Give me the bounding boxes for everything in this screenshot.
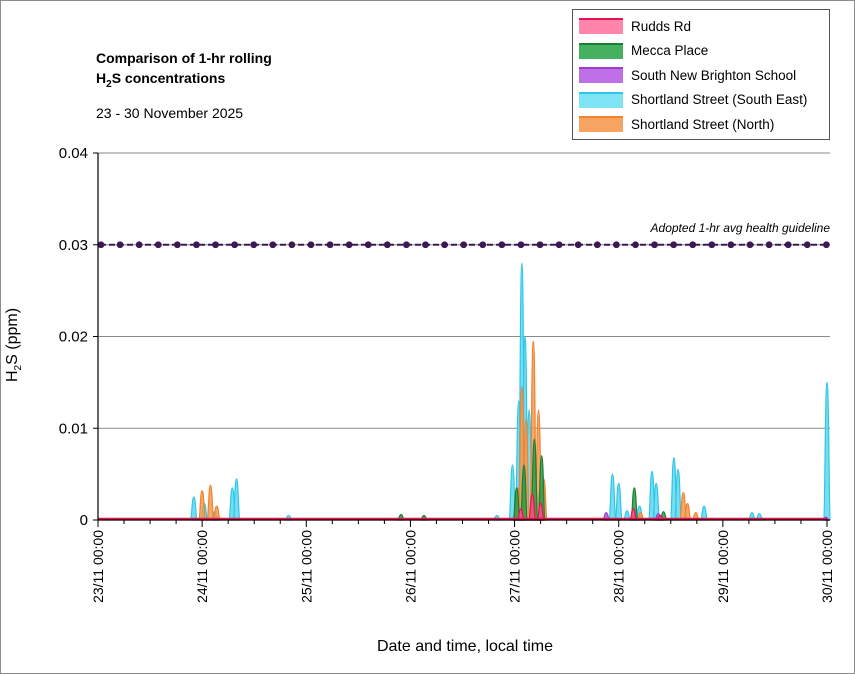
y-label-suffix: S (ppm)	[4, 307, 21, 365]
guideline-marker	[536, 241, 544, 249]
guideline-marker	[479, 241, 487, 249]
guideline-marker	[307, 241, 315, 249]
guideline-marker	[632, 241, 639, 249]
x-tick-label: 28/11 00:00	[611, 530, 627, 603]
guideline-marker	[670, 241, 678, 249]
legend-label: Rudds Rd	[631, 18, 692, 34]
legend-label: South New Brighton School	[631, 67, 797, 83]
y-label-sub: 2	[13, 364, 25, 371]
guideline-marker	[154, 241, 162, 249]
guideline-marker	[441, 241, 448, 249]
legend-item: Shortland Street (North)	[579, 114, 774, 134]
guideline-marker	[135, 241, 143, 249]
guideline-marker	[403, 241, 410, 249]
x-tick-label: 25/11 00:00	[298, 530, 314, 603]
legend-label: Shortland Street (North)	[631, 116, 775, 132]
title-sub: 2	[106, 78, 112, 90]
guideline-marker	[765, 241, 773, 249]
guideline-marker	[288, 241, 296, 249]
guideline-marker	[97, 241, 105, 249]
x-tick-label: 23/11 00:00	[90, 530, 106, 603]
legend: Rudds Rd Mecca Place South New Brighton Sc…	[572, 9, 830, 140]
y-tick-label: 0.01	[59, 420, 88, 437]
guideline-marker	[517, 241, 525, 249]
series-shortland-street-north-	[197, 340, 700, 521]
guideline-marker	[574, 241, 582, 249]
legend-item: South New Brighton School	[579, 65, 796, 85]
guideline-marker	[803, 241, 811, 249]
guideline-marker	[212, 241, 219, 249]
title-line-1: Comparison of 1-hr rolling	[96, 50, 272, 66]
title-h: H	[96, 70, 107, 86]
guideline-marker	[612, 241, 620, 249]
guideline-marker	[651, 241, 658, 249]
y-tick-label: 0	[80, 512, 88, 529]
series-shortland-street-south-east-	[189, 262, 832, 521]
series-areas	[98, 262, 832, 521]
guideline-marker	[173, 241, 181, 249]
y-axis-label: H2S (ppm)	[4, 272, 24, 382]
title-suffix: S concentrations	[111, 70, 226, 86]
area-peak	[206, 484, 215, 521]
guideline-marker	[250, 241, 258, 249]
legend-item: Rudds Rd	[579, 16, 691, 36]
guideline-marker	[746, 241, 754, 249]
area-peak	[197, 490, 207, 521]
x-tick-label: 30/11 00:00	[819, 530, 835, 603]
guideline-marker	[345, 241, 353, 249]
guideline-marker	[116, 241, 124, 249]
guideline-marker	[326, 241, 334, 249]
guideline-marker	[593, 241, 601, 249]
guideline-marker	[383, 241, 391, 249]
y-tick-labels: 0 0.01 0.02 0.03 0.04	[59, 145, 88, 529]
chart-title: Comparison of 1-hr rolling H2S concentra…	[96, 48, 272, 121]
guideline-marker	[460, 241, 468, 249]
guideline-marker	[364, 241, 372, 249]
area-peak	[614, 482, 623, 521]
guideline-marker	[689, 241, 697, 249]
legend-swatch	[579, 116, 623, 132]
area-peak	[608, 473, 617, 521]
guideline-marker	[708, 241, 716, 249]
legend-swatch	[579, 91, 623, 108]
chart-subtitle: 23 - 30 November 2025	[96, 104, 244, 121]
legend-swatch	[579, 42, 623, 59]
guideline-marker	[555, 241, 563, 249]
legend-label: Shortland Street (South East)	[631, 92, 808, 107]
guideline-marker	[422, 241, 429, 249]
area-peak	[822, 381, 832, 521]
x-tick-label: 24/11 00:00	[194, 530, 210, 603]
x-axis-label: Date and time, local time	[376, 638, 554, 655]
gridlines	[98, 152, 830, 429]
title-line-2: H2S concentrations	[96, 68, 272, 95]
legend-swatch	[579, 18, 623, 34]
x-tick-label: 26/11 00:00	[402, 530, 418, 603]
area-peak	[189, 496, 199, 521]
y-tick-label: 0.03	[59, 237, 88, 254]
y-label-h: H	[4, 370, 21, 382]
guideline-label: Adopted 1-hr avg health guideline	[650, 221, 830, 235]
y-tick-label: 0.04	[59, 145, 88, 162]
area-peak	[232, 478, 241, 521]
x-tick-label: 27/11 00:00	[507, 530, 523, 603]
guideline-marker	[231, 241, 239, 249]
legend-item: Shortland Street (South East)	[579, 90, 807, 110]
legend-item: Mecca Place	[579, 41, 708, 61]
guideline-marker	[193, 241, 200, 249]
y-tick-label: 0.02	[59, 329, 88, 346]
guideline	[97, 241, 830, 249]
guideline-marker	[822, 241, 830, 249]
x-tick-label: 29/11 00:00	[715, 530, 731, 603]
legend-label: Mecca Place	[631, 43, 709, 58]
area-peak	[528, 493, 537, 521]
guideline-marker	[269, 241, 277, 249]
axes	[93, 152, 830, 527]
guideline-marker	[498, 241, 506, 249]
x-tick-labels: 23/11 00:00 24/11 00:00 25/11 00:00 26/11 0…	[90, 530, 835, 603]
legend-swatch	[579, 67, 623, 83]
guideline-marker	[727, 241, 735, 249]
area-peak	[519, 464, 529, 521]
guideline-marker	[784, 241, 792, 249]
